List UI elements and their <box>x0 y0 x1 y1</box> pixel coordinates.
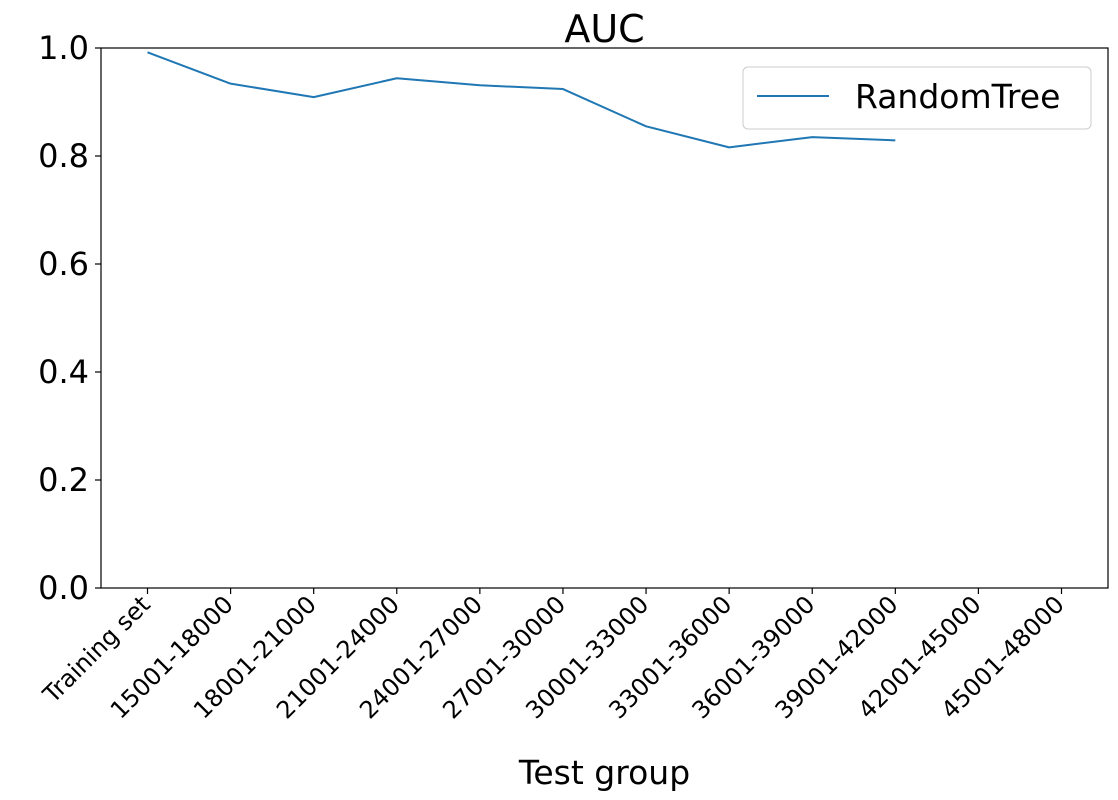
y-tick-label: 0.2 <box>38 461 89 499</box>
y-tick-label: 1.0 <box>38 29 89 67</box>
plot-area <box>100 47 1109 589</box>
y-tick-label: 0.4 <box>38 353 89 391</box>
y-axis: 0.0 0.2 0.4 0.6 0.8 1.0 <box>38 29 101 607</box>
legend: RandomTree <box>742 66 1092 130</box>
series-layer <box>147 51 896 149</box>
y-tick-label: 0.0 <box>38 569 89 607</box>
axes-frame <box>100 47 1109 589</box>
series-line-randomtree <box>147 51 896 149</box>
chart-title: AUC <box>564 7 644 51</box>
x-axis: Training set15001-1800018001-2100021001-… <box>37 588 1070 724</box>
legend-label-randomtree: RandomTree <box>855 77 1060 116</box>
x-axis-label: Test group <box>518 753 690 792</box>
y-tick-label: 0.6 <box>38 245 89 283</box>
y-tick-label: 0.8 <box>38 137 89 175</box>
legend-box <box>742 66 1092 130</box>
